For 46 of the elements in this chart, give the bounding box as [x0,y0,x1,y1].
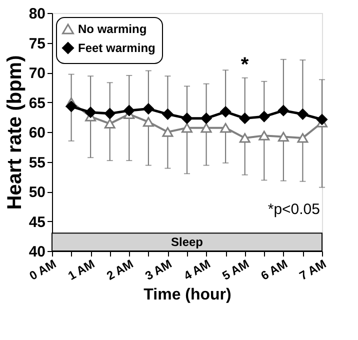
band-label: Sleep [170,235,204,250]
point [162,127,174,137]
point [124,105,135,116]
x-axis-title: Time (hour) [144,286,232,304]
point [66,100,77,112]
x-tick-label: 6 AM [258,256,290,284]
x-tick-label: 1 AM [66,256,98,284]
point [220,122,232,133]
point [162,108,174,120]
legend-label: No warming [78,22,147,36]
point [316,114,328,125]
point [104,108,116,120]
y-tick-label: 80 [28,6,46,22]
x-tick-label: 2 AM [104,256,136,284]
point [239,112,250,124]
y-tick-label: 70 [28,65,46,82]
x-tick-label: 7 AM [297,256,328,284]
point [200,112,212,124]
point [200,122,212,133]
point [258,111,270,122]
point [85,106,96,118]
point [239,133,250,143]
point [220,106,232,118]
point [104,118,116,129]
point [258,130,270,140]
y-tick-label: 65 [28,94,46,112]
point [297,108,308,120]
point [182,122,192,133]
annotation: *p<0.05 [268,201,320,218]
x-tick-label: 3 AM [142,256,174,284]
y-tick-label: 75 [28,35,46,52]
y-tick-label: 50 [28,184,46,201]
point [297,133,308,143]
point [278,105,289,116]
annotation: * [240,54,249,76]
x-tick-label: 5 AM [220,256,252,284]
y-tick-label: 60 [28,124,46,142]
point [278,132,289,142]
point [142,117,154,127]
y-axis-title: Heart rate (bpm) [4,55,26,210]
x-tick-label: 4 AM [181,256,213,284]
point [182,112,192,124]
y-tick-label: 45 [28,214,46,231]
legend-label: Feet warming [78,41,156,55]
y-tick-label: 55 [28,154,46,172]
point [142,103,154,114]
